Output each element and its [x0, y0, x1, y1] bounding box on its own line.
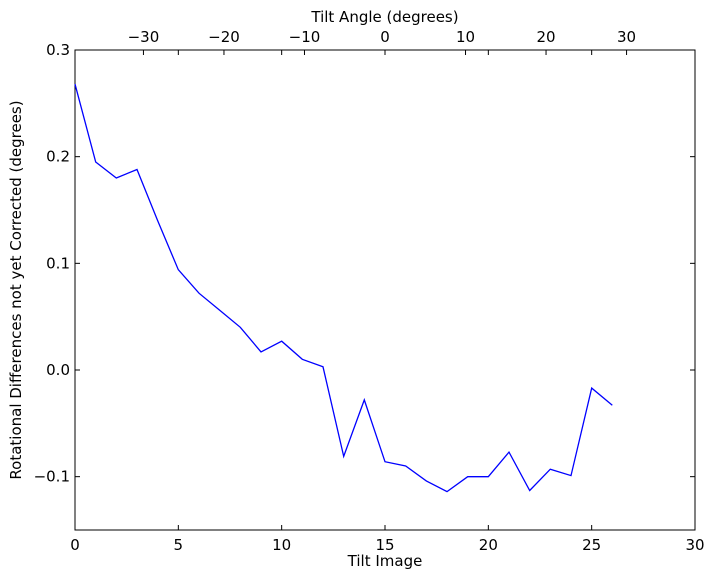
x2-tick-label: 10	[456, 28, 475, 46]
plot-frame	[74, 49, 696, 531]
plot-area	[74, 49, 696, 531]
series-line	[74, 83, 613, 493]
x2-axis-title: Tilt Angle (degrees)	[310, 8, 458, 26]
x2-tick-label: −30	[128, 28, 160, 46]
y-tick-label: 0.0	[46, 361, 70, 379]
y-tick-label: 0.1	[46, 254, 70, 272]
x-axis-title: Tilt Image	[347, 552, 423, 570]
x2-tick-label: 30	[617, 28, 636, 46]
x-tick-label: 5	[174, 536, 184, 554]
axis-ticks	[74, 49, 696, 530]
x-tick-label: 0	[70, 536, 80, 554]
x2-tick-label: 20	[536, 28, 555, 46]
x2-tick-label: 0	[380, 28, 390, 46]
x-tick-label: 25	[582, 536, 601, 554]
x-tick-label: 15	[375, 536, 394, 554]
x-tick-label: 30	[685, 536, 704, 554]
y-tick-label: 0.2	[46, 148, 70, 166]
x-tick-label: 20	[479, 536, 498, 554]
series-group	[74, 83, 613, 493]
y-tick-label: 0.3	[46, 41, 70, 59]
y-axis-title: Rotational Differences not yet Corrected…	[7, 100, 25, 479]
x-tick-label: 10	[272, 536, 291, 554]
x2-tick-label: −10	[289, 28, 321, 46]
tick-labels: 0 5 10 15 20 25 30 −30 −20 −10 0 10 20 30 −0.1 0.0 0.1 0.…	[34, 28, 705, 554]
x2-tick-label: −20	[208, 28, 240, 46]
y-tick-label: −0.1	[34, 468, 70, 486]
